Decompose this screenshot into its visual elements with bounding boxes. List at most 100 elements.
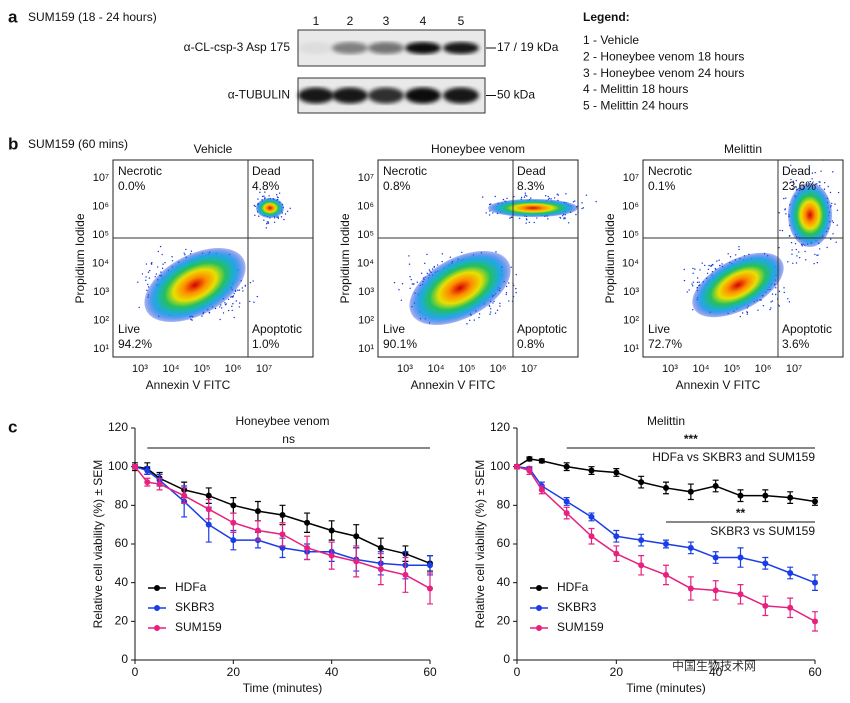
- event-dot: [489, 313, 491, 315]
- event-dot: [567, 222, 570, 224]
- quadrant-name: Dead: [517, 164, 546, 178]
- event-dot: [147, 271, 150, 273]
- event-dot: [253, 204, 256, 207]
- comparison-label: HDFa vs SKBR3 and SUM159: [652, 450, 815, 464]
- event-dot: [145, 279, 147, 282]
- event-dot: [769, 308, 771, 311]
- blot-band: [443, 87, 479, 104]
- x-tick-label: 60: [808, 665, 822, 679]
- y-tick-label: 60: [497, 536, 511, 550]
- event-dot: [823, 182, 826, 184]
- y-tick-label: 10⁴: [357, 257, 374, 269]
- quadrant-value: 8.3%: [517, 179, 545, 193]
- event-dot: [137, 281, 139, 283]
- series-line: [134, 465, 431, 565]
- event-dot: [528, 221, 531, 224]
- plot-frame: [642, 159, 844, 358]
- data-point: [353, 533, 360, 540]
- event-dot: [692, 281, 695, 283]
- data-point: [712, 554, 719, 561]
- event-dot: [221, 307, 223, 309]
- event-dot: [548, 197, 550, 199]
- event-dot: [696, 281, 699, 284]
- event-dot: [536, 217, 538, 219]
- event-dot: [575, 213, 577, 216]
- event-dot: [147, 283, 149, 286]
- event-dot: [550, 198, 552, 200]
- y-tick-label: 100: [108, 459, 128, 473]
- event-dot: [227, 298, 230, 300]
- y-tick-label: 10³: [358, 286, 374, 298]
- event-dot: [581, 202, 583, 204]
- legend-label: SUM159: [175, 620, 222, 634]
- event-dot: [141, 273, 144, 275]
- quadrant-value: 1.0%: [252, 337, 280, 351]
- event-dot: [771, 300, 774, 302]
- legend-marker: [536, 585, 542, 591]
- legend-marker: [154, 585, 160, 591]
- density-cloud: [692, 252, 784, 318]
- legend-label: SKBR3: [175, 600, 215, 614]
- event-dot: [827, 185, 829, 188]
- quadrant-name: Live: [648, 322, 670, 336]
- event-dot: [729, 256, 732, 258]
- data-point: [613, 533, 620, 540]
- event-dot: [280, 216, 283, 218]
- event-dot: [220, 304, 222, 306]
- event-dot: [547, 195, 549, 198]
- y-tick-label: 10⁷: [623, 172, 639, 184]
- event-dot: [398, 288, 400, 291]
- data-point: [663, 484, 669, 491]
- y-tick-label: 10²: [623, 314, 639, 326]
- event-dot: [508, 282, 510, 284]
- y-tick-label: 10¹: [93, 343, 109, 355]
- event-dot: [242, 290, 244, 292]
- y-tick-label: 10²: [93, 314, 109, 326]
- data-point: [787, 604, 794, 611]
- event-dot: [683, 268, 685, 271]
- quadrant-name: Dead: [782, 164, 811, 178]
- event-dot: [214, 307, 217, 310]
- event-dot: [837, 191, 840, 194]
- event-dot: [787, 261, 789, 263]
- event-dot: [225, 303, 227, 305]
- data-point: [712, 587, 719, 594]
- event-dot: [441, 260, 443, 263]
- significance: ***: [684, 432, 698, 446]
- x-tick-label: 10³: [662, 363, 678, 375]
- data-point: [737, 591, 744, 598]
- event-dot: [237, 289, 239, 291]
- event-dot: [823, 188, 826, 190]
- quadrant-value: 0.8%: [517, 337, 545, 351]
- event-dot: [254, 205, 256, 208]
- legend-item: 4 - Melittin 18 hours: [583, 82, 688, 96]
- event-dot: [235, 300, 238, 302]
- quadrant-name: Necrotic: [648, 164, 692, 178]
- quadrant-value: 0.8%: [383, 179, 411, 193]
- event-dot: [788, 235, 791, 237]
- event-dot: [286, 210, 289, 213]
- blot-label: α-TUBULIN: [228, 88, 290, 102]
- event-dot: [783, 197, 785, 200]
- event-dot: [805, 259, 807, 261]
- event-dot: [834, 203, 836, 205]
- event-dot: [831, 202, 833, 205]
- density-cloud: [256, 198, 284, 218]
- event-dot: [716, 260, 718, 262]
- y-tick-label: 0: [121, 652, 128, 666]
- event-dot: [832, 171, 834, 173]
- x-tick-label: 10⁴: [428, 363, 445, 375]
- event-dot: [485, 212, 487, 214]
- event-dot: [811, 178, 813, 180]
- x-axis-label: Annexin V FITC: [676, 378, 761, 392]
- event-dot: [581, 207, 583, 210]
- event-dot: [819, 184, 821, 187]
- data-point: [588, 513, 595, 520]
- event-dot: [563, 218, 565, 220]
- y-tick-label: 40: [497, 575, 511, 589]
- x-axis-label: Time (minutes): [243, 681, 323, 695]
- quadrant-name: Apoptotic: [517, 322, 567, 336]
- event-dot: [746, 313, 749, 315]
- event-dot: [795, 186, 797, 189]
